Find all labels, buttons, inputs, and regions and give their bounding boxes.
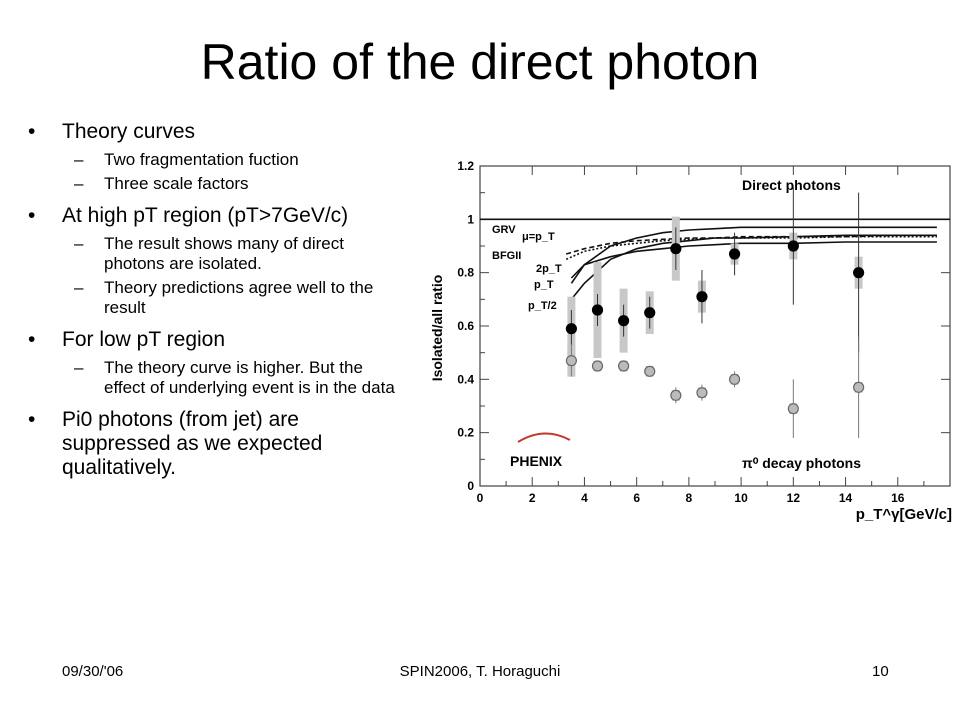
bullet-group-theory: • Theory curves – Two fragmentation fuctio… xyxy=(28,120,400,194)
bullet-dot-icon: • xyxy=(28,120,36,143)
footer-page-number: 10 xyxy=(872,663,889,680)
phenix-logo-text: PHENIX xyxy=(510,453,563,469)
theory-label-bfgii: BFGII xyxy=(492,250,521,262)
direct-photon-point xyxy=(728,248,741,260)
slide-title: Ratio of the direct photon xyxy=(200,34,760,90)
bullet-text: For low pT region xyxy=(62,328,226,351)
pi0-photon-point xyxy=(787,403,799,415)
x-axis-label: p_T^γ[GeV/c] xyxy=(856,506,952,523)
x-tick-label: 8 xyxy=(686,491,693,505)
bullet-text: Theory curves xyxy=(62,120,196,143)
x-tick-label: 6 xyxy=(633,491,640,505)
sub-bullet-text: Theory predictions agree well to the res… xyxy=(104,278,374,317)
bullet-item: • Pi0 photons (from jet) are suppressed a… xyxy=(28,408,400,480)
footer-center-text: SPIN2006, T. Horaguchi xyxy=(399,663,561,680)
bullet-item: • At high pT region (pT>7GeV/c) xyxy=(28,204,400,228)
dash-icon: – xyxy=(74,278,84,297)
y-tick-label: 0.4 xyxy=(457,372,474,386)
direct-photon-point xyxy=(696,291,708,303)
pi0-photon-point xyxy=(644,365,656,377)
sub-bullet-item: – The result shows many of direct photons… xyxy=(28,234,400,274)
sub-bullet-item: – The theory curve is higher. But the eff… xyxy=(28,358,400,398)
theory-label-grv: GRV xyxy=(492,224,516,236)
pi0-photon-point xyxy=(591,360,604,372)
x-tick-label: 2 xyxy=(529,491,536,505)
theory-label-pt-half: p_T/2 xyxy=(528,300,557,312)
direct-photon-point xyxy=(591,304,604,316)
bullet-group-low-pt: • For low pT region – The theory curve is … xyxy=(28,328,400,398)
pi0-photon-point xyxy=(565,355,577,367)
y-tick-label: 0 xyxy=(467,479,474,493)
x-tick-label: 0 xyxy=(477,491,484,505)
bullet-item: • For low pT region xyxy=(28,328,400,352)
pi0-photon-point xyxy=(696,387,708,399)
sub-bullet-text: The result shows many of direct photons … xyxy=(104,234,344,273)
theory-label-2pt: 2p_T xyxy=(536,263,562,275)
theory-curve xyxy=(570,241,937,279)
bullet-group-pi0: • Pi0 photons (from jet) are suppressed a… xyxy=(28,408,400,480)
dash-icon: – xyxy=(74,234,84,253)
bullet-group-high-pt: • At high pT region (pT>7GeV/c) – The resu… xyxy=(28,204,400,318)
bullet-dot-icon: • xyxy=(28,328,36,351)
theory-curve xyxy=(570,234,937,300)
y-tick-label: 0.6 xyxy=(457,319,474,333)
y-tick-label: 0.8 xyxy=(457,266,474,280)
direct-photons-annotation: Direct photons xyxy=(742,177,841,193)
x-tick-label: 12 xyxy=(787,491,801,505)
y-tick-label: 1.2 xyxy=(457,159,474,173)
x-tick-label: 14 xyxy=(839,491,853,505)
dash-icon: – xyxy=(74,358,84,377)
bullet-dot-icon: • xyxy=(28,408,36,431)
bullet-list: • Theory curves – Two fragmentation fuctio… xyxy=(28,120,400,490)
pi0-annotation: π⁰ decay photons xyxy=(742,455,861,471)
pi0-photon-point xyxy=(618,360,630,372)
bullet-dot-icon: • xyxy=(28,204,36,227)
direct-photon-point xyxy=(618,315,630,327)
direct-photon-point xyxy=(565,323,577,335)
footer-date: 09/30/'06 xyxy=(62,663,124,680)
direct-photon-point xyxy=(787,240,799,252)
x-tick-label: 4 xyxy=(581,491,588,505)
sub-bullet-text: Two fragmentation fuction xyxy=(104,150,299,169)
dash-icon: – xyxy=(74,174,84,193)
dash-icon: – xyxy=(74,150,84,169)
bullet-text: At high pT region (pT>7GeV/c) xyxy=(62,204,349,227)
theory-curve xyxy=(565,234,937,255)
pi0-photon-point xyxy=(728,373,741,385)
x-tick-label: 10 xyxy=(734,491,748,505)
theory-label-pt: p_T xyxy=(534,279,554,291)
sub-bullet-item: – Two fragmentation fuction xyxy=(28,150,400,170)
direct-photon-point xyxy=(644,307,656,319)
bullet-item: • Theory curves xyxy=(28,120,400,144)
theory-curve xyxy=(570,226,937,284)
direct-photon-point xyxy=(853,267,865,279)
sub-bullet-text: Three scale factors xyxy=(104,174,249,193)
theory-labels: GRV μ=p_T BFGII 2p_T p_T p_T/2 xyxy=(492,224,562,312)
pi0-photon-point xyxy=(670,389,682,401)
sub-bullet-text: The theory curve is higher. But the effe… xyxy=(104,358,395,397)
x-tick-label: 16 xyxy=(891,491,905,505)
y-axis-label: Isolated/all ratio xyxy=(429,275,445,382)
pi0-photon-point xyxy=(853,381,865,393)
sub-bullet-item: – Theory predictions agree well to the re… xyxy=(28,278,400,318)
direct-photon-point xyxy=(670,243,682,255)
y-tick-label: 1 xyxy=(467,212,474,226)
phenix-logo: PHENIX xyxy=(510,432,571,469)
y-tick-label: 0.2 xyxy=(457,426,474,440)
theory-label-mu: μ=p_T xyxy=(522,231,555,243)
ratio-plot: 0 0.2 0.4 0.6 0.8 1 1.2 0 2 4 6 8 10 12 14 16 Isolated/… xyxy=(424,158,960,528)
sub-bullet-item: – Three scale factors xyxy=(28,174,400,194)
bullet-text: Pi0 photons (from jet) are suppressed as… xyxy=(62,408,323,479)
